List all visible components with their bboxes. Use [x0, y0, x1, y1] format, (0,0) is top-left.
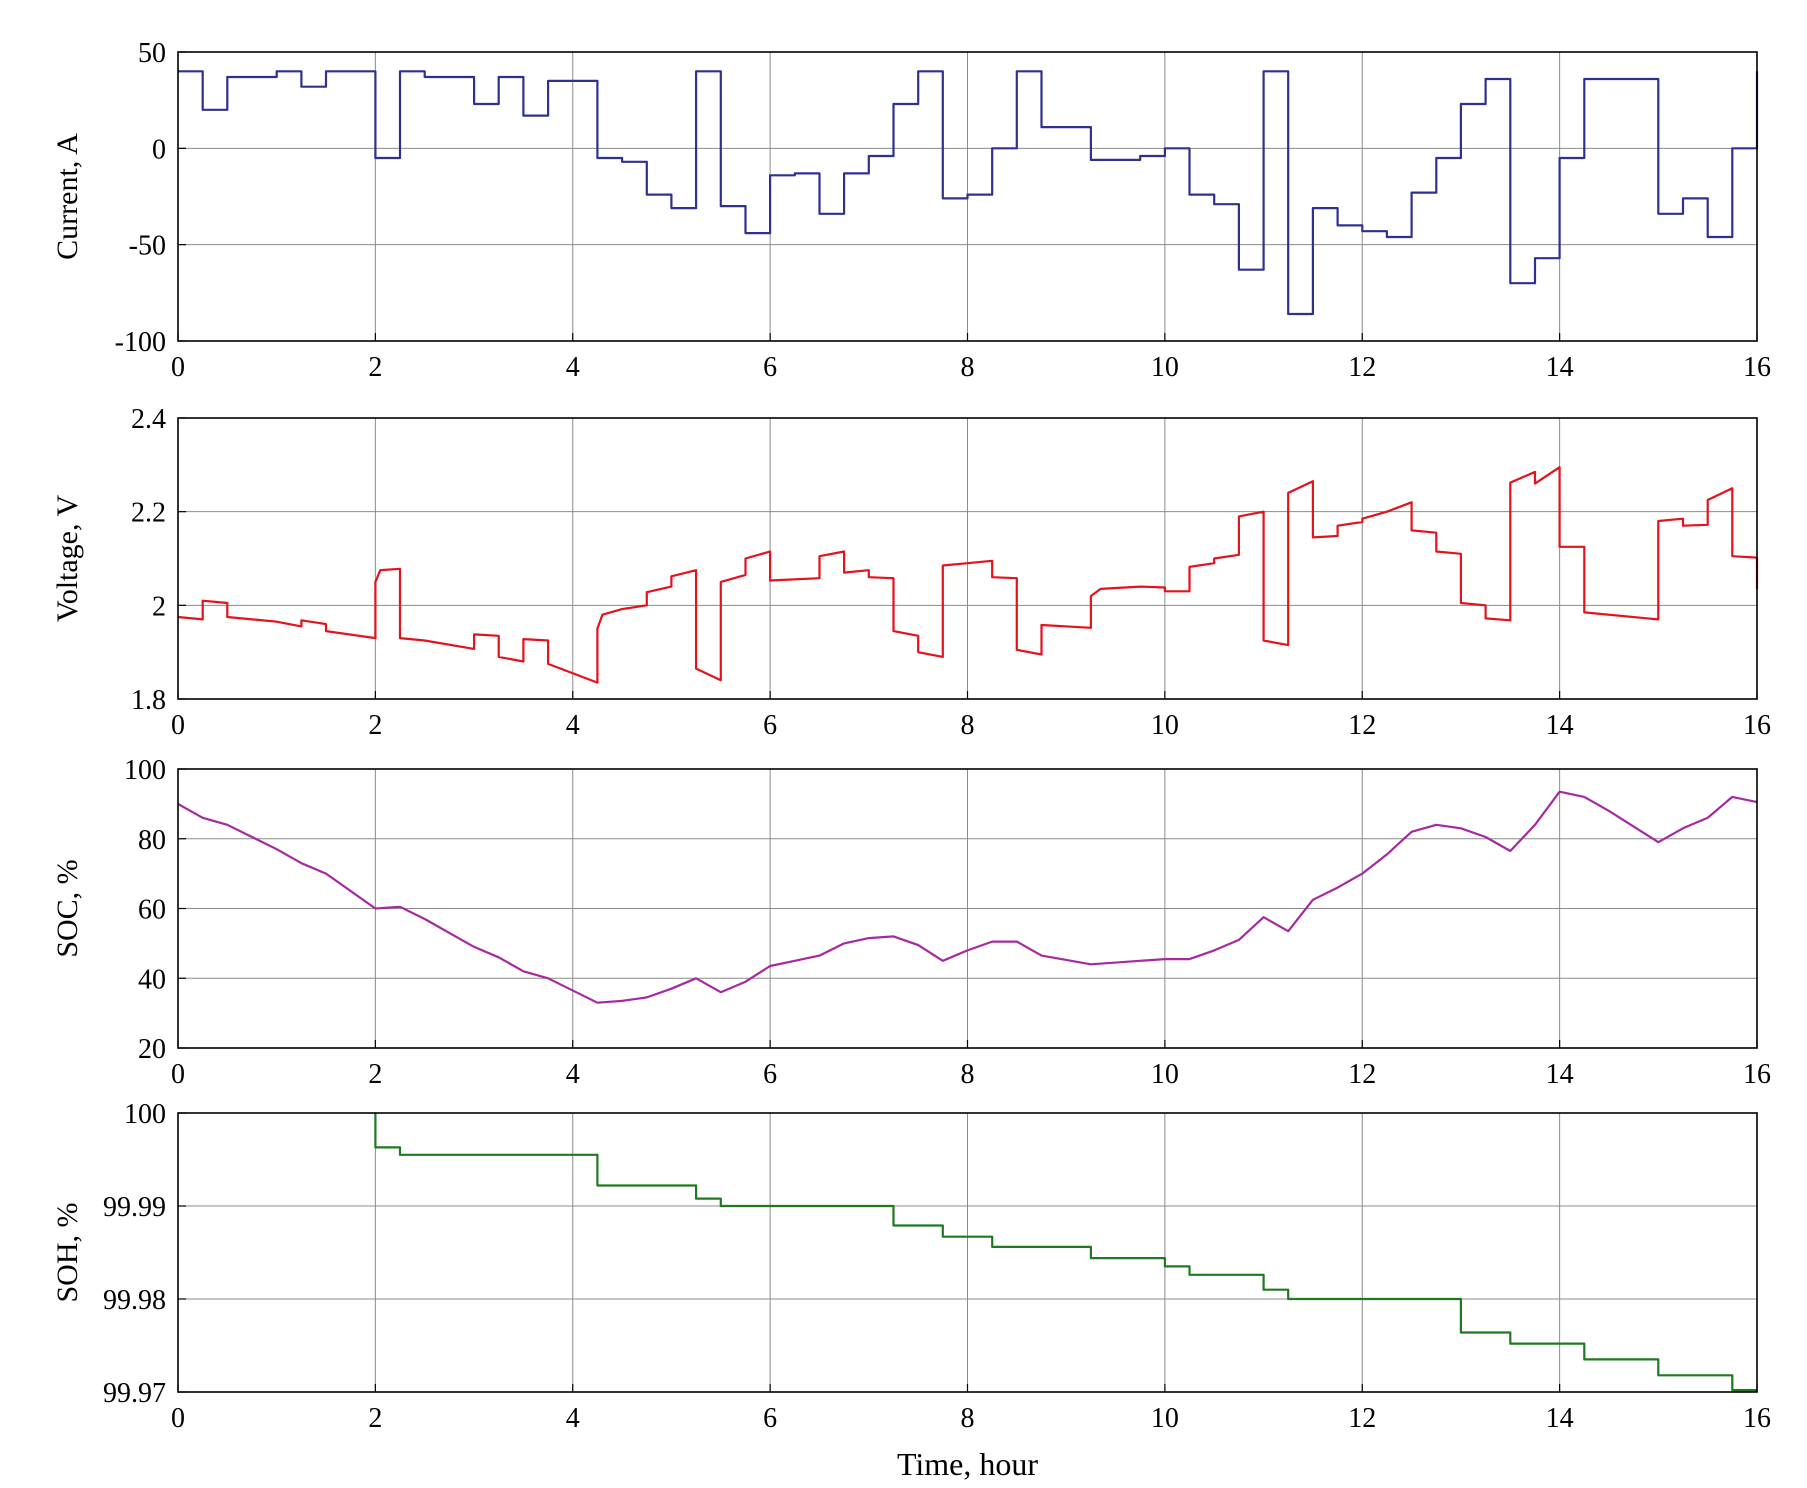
soh-y-tick-label: 100	[124, 1099, 166, 1130]
soc-x-tick-label: 6	[763, 1059, 777, 1090]
soc-x-tick-label: 14	[1546, 1059, 1574, 1090]
soc-x-tick-label: 8	[961, 1059, 975, 1090]
soc-y-tick-label: 80	[138, 825, 166, 856]
voltage-y-tick-label: 2.4	[131, 404, 166, 435]
soc-y-tick-label: 60	[138, 895, 166, 926]
soc-axes-frame	[177, 768, 1758, 1049]
soh-x-tick-label: 12	[1348, 1403, 1376, 1434]
current-x-tick-label: 14	[1546, 352, 1574, 383]
voltage-y-tick-label: 2	[152, 591, 166, 622]
voltage-x-tick-label: 2	[368, 710, 382, 741]
current-y-tick-label: 0	[152, 134, 166, 165]
soc-y-tick-label: 100	[124, 755, 166, 786]
voltage-x-tick-label: 12	[1348, 710, 1376, 741]
soh-panel: 0 2 4 6 8 10 12 14 16 99.97 99.98 99.99 100 SOH, % Tim…	[51, 1099, 1771, 1482]
current-x-tick-label: 2	[368, 352, 382, 383]
soh-y-axis-label: SOH, %	[51, 1202, 84, 1302]
current-x-tick-label: 8	[961, 352, 975, 383]
soh-y-tick-label: 99.99	[103, 1192, 166, 1223]
soh-x-tick-label: 8	[961, 1403, 975, 1434]
voltage-x-tick-label: 6	[763, 710, 777, 741]
voltage-x-tick-label: 16	[1743, 710, 1771, 741]
voltage-panel: 0 2 4 6 8 10 12 14 16 1.8 2 2.2 2.4 Voltage, V	[51, 404, 1771, 741]
soh-y-tick-label: 99.98	[103, 1285, 166, 1316]
soh-x-tick-label: 6	[763, 1403, 777, 1434]
soh-axes-frame	[177, 1112, 1758, 1393]
soh-x-tick-label: 4	[566, 1403, 580, 1434]
current-y-tick-label: -50	[129, 231, 166, 262]
soc-x-tick-label: 4	[566, 1059, 580, 1090]
current-x-tick-label: 12	[1348, 352, 1376, 383]
current-x-tick-label: 16	[1743, 352, 1771, 383]
voltage-y-tick-label: 1.8	[131, 685, 166, 716]
soc-x-tick-label: 12	[1348, 1059, 1376, 1090]
soh-y-tick-label: 99.97	[103, 1378, 166, 1409]
soh-x-tick-label: 14	[1546, 1403, 1574, 1434]
current-x-tick-label: 10	[1151, 352, 1179, 383]
soc-y-axis-label: SOC, %	[51, 859, 84, 957]
current-x-tick-label: 0	[171, 352, 185, 383]
soc-x-tick-label: 0	[171, 1059, 185, 1090]
current-y-tick-label: -100	[115, 327, 166, 358]
soh-x-tick-label: 0	[171, 1403, 185, 1434]
soc-panel: 0 2 4 6 8 10 12 14 16 20 40 60 80 100 SOC, %	[51, 755, 1771, 1090]
soh-series-line	[374, 1113, 1757, 1392]
current-y-axis-label: Current, A	[51, 133, 84, 260]
soc-y-tick-label: 40	[138, 964, 166, 995]
soc-x-tick-label: 10	[1151, 1059, 1179, 1090]
voltage-x-tick-label: 14	[1546, 710, 1574, 741]
soh-x-tick-label: 10	[1151, 1403, 1179, 1434]
current-series-line	[178, 70, 1759, 316]
current-panel: 0 2 4 6 8 10 12 14 16 -100 -50 0 50 Current, A	[51, 38, 1771, 383]
current-axes-frame	[177, 51, 1758, 342]
soh-x-tick-label: 16	[1743, 1403, 1771, 1434]
current-x-tick-label: 6	[763, 352, 777, 383]
voltage-x-tick-label: 0	[171, 710, 185, 741]
soc-y-tick-label: 20	[138, 1034, 166, 1065]
soc-x-tick-label: 2	[368, 1059, 382, 1090]
voltage-x-tick-label: 4	[566, 710, 580, 741]
voltage-y-axis-label: Voltage, V	[51, 495, 84, 623]
voltage-x-tick-label: 10	[1151, 710, 1179, 741]
voltage-series-line	[177, 466, 1759, 684]
voltage-x-tick-label: 8	[961, 710, 975, 741]
soh-x-tick-label: 2	[368, 1403, 382, 1434]
soc-series-line	[177, 790, 1758, 1004]
voltage-axes-frame	[177, 417, 1758, 700]
soh-x-axis-label: Time, hour	[897, 1446, 1038, 1482]
voltage-y-tick-label: 2.2	[131, 498, 166, 529]
current-x-tick-label: 4	[566, 352, 580, 383]
soc-x-tick-label: 16	[1743, 1059, 1771, 1090]
current-y-tick-label: 50	[138, 38, 166, 69]
